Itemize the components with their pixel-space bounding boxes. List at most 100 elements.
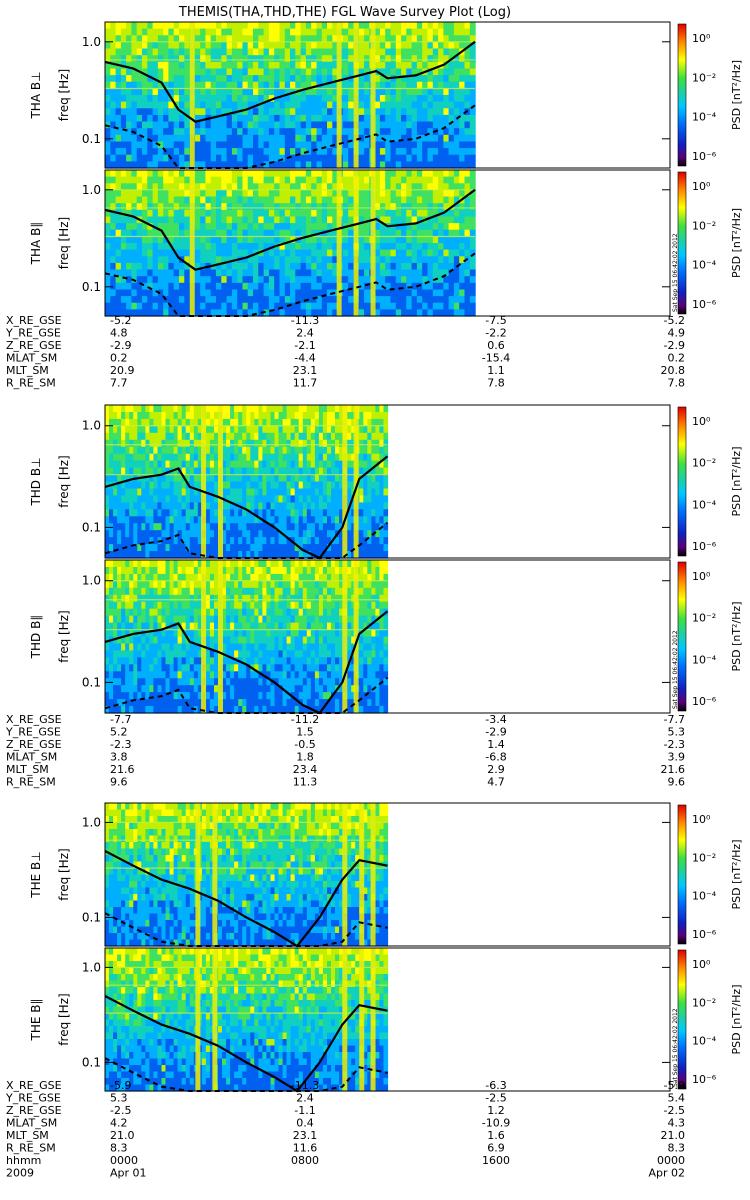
colorbar-tick-label: 10⁻² — [692, 612, 716, 625]
orbit-row-label: MLT_SM — [6, 763, 49, 776]
colorbar — [677, 561, 687, 712]
psd-axis-label: PSD [nT²/Hz] — [730, 208, 743, 278]
orbit-value: -5.2 — [664, 314, 685, 327]
fce-trace — [104, 850, 388, 948]
panel-name-label: THD B⊥ — [29, 457, 43, 506]
colorbar — [677, 171, 687, 315]
orbit-row-label: Y_RE_GSE — [5, 327, 61, 340]
wave-burst-mark — [201, 405, 207, 558]
wave-burst-mark — [370, 22, 376, 168]
psd-axis-label: PSD [nT²/Hz] — [730, 601, 743, 671]
orbit-value: 6.9 — [487, 1142, 505, 1155]
panel-name-label: THD B∥ — [29, 615, 43, 660]
orbit-value: -2.5 — [485, 1092, 506, 1105]
orbit-value: 4.3 — [668, 1117, 686, 1130]
colorbar-tick-label: 10⁻² — [692, 996, 716, 1009]
fce-fraction-trace — [104, 252, 476, 317]
spectrogram-panel: 1.0 0.1 freq [Hz] THE B⊥ 10⁰ 10⁻² 10⁻⁴ 10⁻⁶ PSD … — [29, 802, 743, 948]
fce-trace — [104, 995, 388, 1093]
spectrogram-panel: 1.0 0.1 freq [Hz] THA B∥ 10⁰ 10⁻² 10⁻⁴ 10⁻⁶ PSD … — [29, 169, 743, 317]
freq-axis-label: freq [Hz] — [57, 69, 71, 121]
orbit-value: 11.6 — [293, 1142, 318, 1155]
timestamp-stamp: Sat Sep 15 06:42:02 2012 — [672, 233, 679, 312]
freq-axis-label: freq [Hz] — [57, 217, 71, 269]
orbit-row-label: R_RE_SM — [6, 776, 56, 789]
timestamp-stamp: Sat Sep 15 06:42:02 2012 — [672, 1008, 679, 1087]
spectrogram-panel: 1.0 0.1 freq [Hz] THD B⊥ 10⁰ 10⁻² 10⁻⁴ 10⁻⁶ PSD … — [29, 404, 743, 560]
orbit-value: 21.6 — [661, 763, 686, 776]
orbit-row-label: R_RE_SM — [6, 377, 56, 390]
orbit-row-label: Z_RE_GSE — [6, 1104, 62, 1117]
freq-tick-label: 0.1 — [82, 132, 101, 146]
fce-trace — [104, 455, 389, 560]
fce-trace — [104, 610, 389, 715]
orbit-row-label: Z_RE_GSE — [6, 339, 62, 352]
freq-tick-label: 1.0 — [82, 574, 101, 588]
time-axis-value: 0000 — [657, 1154, 685, 1167]
orbit-value: -7.5 — [485, 314, 506, 327]
orbit-value: 11.3 — [293, 776, 318, 789]
orbit-row-label: X_RE_GSE — [6, 713, 62, 726]
orbit-value: -7.7 — [110, 713, 131, 726]
freq-tick-label: 0.1 — [82, 675, 101, 689]
wave-burst-mark — [353, 405, 359, 558]
colorbar-tick-label: 10⁻⁶ — [692, 1073, 717, 1086]
orbit-value: -2.1 — [294, 339, 315, 352]
orbit-value: -2.9 — [664, 339, 685, 352]
orbit-value: 1.4 — [487, 738, 505, 751]
colorbar — [677, 406, 687, 557]
colorbar — [677, 804, 687, 945]
panel-frame — [104, 404, 671, 559]
freq-tick-label: 0.1 — [82, 520, 101, 534]
colorbar-tick-label: 10⁻⁴ — [692, 498, 717, 511]
orbit-value: 20.9 — [110, 364, 135, 377]
time-axis-value: 1600 — [482, 1154, 510, 1167]
orbit-value: 1.8 — [296, 751, 314, 764]
freq-axis-label: freq [Hz] — [57, 610, 71, 662]
colorbar-tick-label: 10⁻⁴ — [692, 653, 717, 666]
wave-burst-mark — [212, 948, 218, 1091]
orbit-value: 0.6 — [487, 339, 505, 352]
orbit-row-label: X_RE_GSE — [6, 314, 62, 327]
spectrogram-cells — [105, 405, 389, 559]
wave-burst-mark — [189, 170, 195, 316]
orbit-value: 5.4 — [668, 1092, 686, 1105]
freq-tick-label: 1.0 — [82, 183, 101, 197]
orbit-value: 7.7 — [110, 377, 128, 390]
orbit-value: 7.8 — [487, 377, 505, 390]
orbit-value: 8.3 — [668, 1142, 686, 1155]
spectrogram-cells — [105, 803, 389, 947]
colorbar-tick-label: 10⁻⁴ — [692, 1035, 717, 1048]
wave-burst-mark — [370, 170, 376, 316]
orbit-value: 3.9 — [668, 751, 686, 764]
orbit-value: 0.2 — [668, 352, 686, 365]
time-axis-label: hhmm — [6, 1154, 41, 1167]
orbit-row-label: MLAT_SM — [6, 1117, 57, 1130]
panel-name-label: THE B⊥ — [29, 851, 43, 898]
freq-axis-label: freq [Hz] — [57, 848, 71, 900]
freq-tick-label: 0.1 — [82, 280, 101, 294]
orbit-value: 1.2 — [487, 1104, 505, 1117]
panel-frame — [104, 802, 671, 947]
time-axis-value: Apr 02 — [648, 1167, 685, 1180]
orbit-row-label: Y_RE_GSE — [5, 726, 61, 739]
orbit-value: -11.3 — [291, 1079, 319, 1092]
orbit-value: -11.3 — [291, 314, 319, 327]
colorbar-tick-label: 10⁻⁴ — [692, 890, 717, 903]
orbit-row-label: Y_RE_GSE — [5, 1092, 61, 1105]
wave-burst-mark — [218, 405, 223, 558]
orbit-value: 1.1 — [487, 364, 505, 377]
freq-tick-label: 1.0 — [82, 960, 101, 974]
panel-name-label: THA B⊥ — [29, 71, 43, 119]
orbit-value: 0.4 — [296, 1117, 314, 1130]
wave-burst-mark — [195, 803, 201, 946]
orbit-value: 20.8 — [661, 364, 686, 377]
orbit-value: 4.8 — [110, 327, 128, 340]
orbit-row-label: X_RE_GSE — [6, 1079, 62, 1092]
orbit-value: -10.9 — [482, 1117, 510, 1130]
orbit-value: -5.9 — [110, 1079, 131, 1092]
spectrogram-cells — [105, 560, 389, 714]
orbit-value: -2.3 — [664, 738, 685, 751]
orbit-value: 21.0 — [661, 1129, 686, 1142]
orbit-value: -2.2 — [485, 327, 506, 340]
